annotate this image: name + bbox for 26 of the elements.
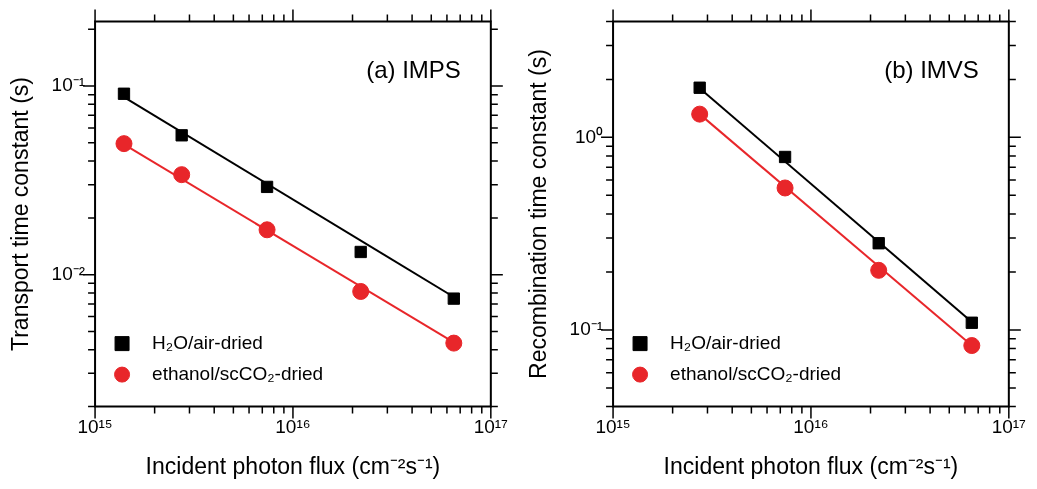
point [776, 179, 794, 197]
point [872, 237, 885, 250]
x-tick-label: 10¹⁶ [793, 416, 829, 438]
legend-label: H₂O/air-dried [670, 331, 781, 353]
annotation: (a) IMPS [366, 56, 461, 84]
legend-label: ethanol/scCO₂-dried [152, 362, 324, 384]
y-axis-title: Transport time constant (s) [7, 77, 34, 351]
point [778, 150, 792, 164]
point [870, 261, 888, 279]
y-tick-label: 10⁻¹ [51, 74, 86, 96]
x-tick-label: 10¹⁶ [275, 416, 311, 438]
point [963, 337, 981, 355]
legend-label: ethanol/scCO₂-dried [670, 362, 842, 384]
legend-label: H₂O/air-dried [152, 331, 263, 353]
x-tick-label: 10¹⁷ [473, 416, 509, 438]
x-tick-label: 10¹⁵ [77, 416, 113, 438]
y-axis-title: Recombination time constant (s) [525, 49, 552, 379]
y-tick-label: 10⁰ [574, 125, 604, 147]
x-tick-label: 10¹⁵ [595, 416, 631, 438]
x-axis-title: Incident photon flux (cm⁻²s⁻¹) [145, 452, 441, 479]
x-tick-label: 10¹⁷ [991, 416, 1027, 438]
annotation: (b) IMVS [884, 56, 979, 84]
y-tick-label: 10⁻¹ [569, 318, 604, 340]
x-axis-title: Incident photon flux (cm⁻²s⁻¹) [663, 452, 959, 479]
point [965, 316, 978, 329]
y-tick-label: 10⁻² [51, 262, 86, 284]
